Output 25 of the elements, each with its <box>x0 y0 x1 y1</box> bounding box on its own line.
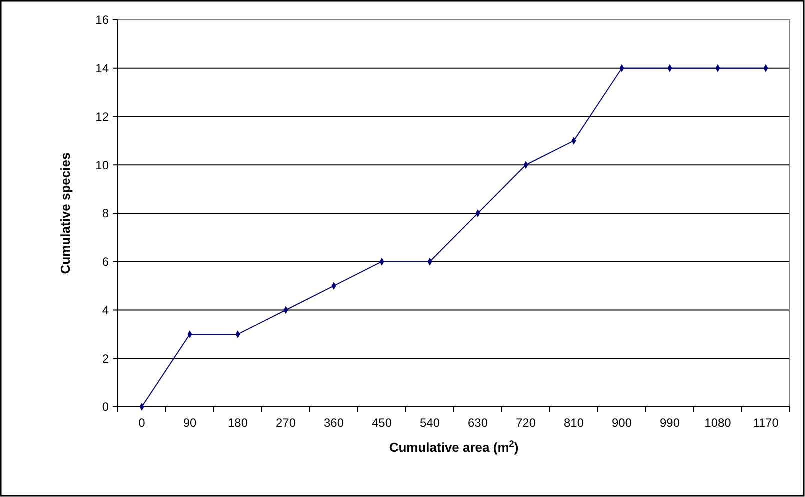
y-tick-label: 0 <box>102 400 110 414</box>
x-tick-label: 1170 <box>753 416 780 430</box>
y-tick-label: 8 <box>102 206 110 221</box>
x-tick-label: 630 <box>468 416 488 430</box>
y-tick-label: 10 <box>96 158 110 172</box>
y-tick-label: 16 <box>96 13 110 28</box>
y-tick-label: 12 <box>96 110 110 124</box>
y-tick-label: 4 <box>102 303 110 318</box>
x-tick-label: 810 <box>564 416 584 430</box>
x-tick-label: 180 <box>228 416 248 430</box>
y-tick-label: 6 <box>102 255 110 270</box>
x-tick-label: 360 <box>324 416 344 430</box>
x-tick-label: 990 <box>660 416 680 430</box>
x-tick-label: 90 <box>183 416 197 430</box>
y-tick-label: 14 <box>96 62 110 76</box>
x-axis-title: Cumulative area (m$^{2}$) <box>389 439 519 455</box>
y-axis-title: Cumulative species <box>58 152 73 274</box>
x-tick-label: 1080 <box>704 416 732 430</box>
x-tick-label: 0 <box>138 416 146 430</box>
x-tick-label: 720 <box>516 416 536 430</box>
y-tick-label: 2 <box>102 352 110 366</box>
x-tick-label: 450 <box>372 416 392 430</box>
x-tick-label: 900 <box>612 416 632 430</box>
x-tick-label: 540 <box>420 416 440 430</box>
x-tick-label: 270 <box>276 416 296 430</box>
